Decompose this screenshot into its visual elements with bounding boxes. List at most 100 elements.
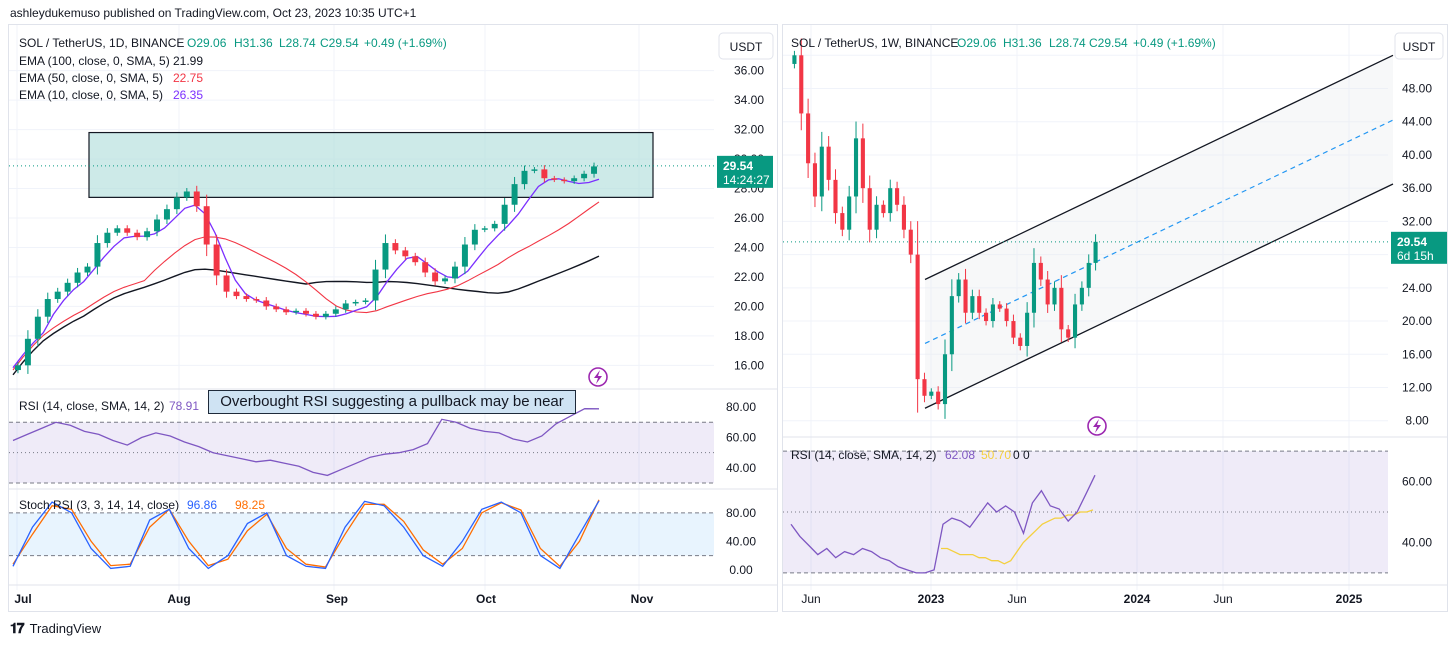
weekly-candle: [826, 146, 831, 180]
legend-change: +0.49 (+1.69%): [364, 36, 447, 50]
daily-chart-panel[interactable]: 36.0034.0032.0030.0028.0026.0024.0022.00…: [8, 24, 778, 612]
weekly-candle: [895, 188, 900, 205]
daily-candle: [154, 219, 160, 232]
resistance-zone: [88, 131, 654, 198]
weekly-candle: [922, 379, 927, 396]
price-axis-label: 22.00: [734, 270, 764, 284]
annotation-box[interactable]: Overbought RSI suggesting a pullback may…: [208, 390, 576, 414]
weekly-candle: [936, 391, 941, 405]
price-axis-label: 44.00: [1402, 115, 1432, 129]
daily-candle: [223, 275, 230, 292]
price-axis-label: 16.00: [734, 358, 764, 372]
daily-candle: [551, 178, 558, 180]
price-tag-countdown: 14:24:27: [723, 173, 770, 187]
currency-label: USDT: [730, 40, 763, 54]
ema10-value: 26.35: [173, 88, 203, 102]
weekly-candle: [942, 354, 948, 405]
daily-candle: [521, 170, 528, 185]
time-axis-label: 2024: [1124, 592, 1151, 606]
daily-candle: [303, 310, 309, 314]
daily-candle: [571, 178, 578, 182]
legend-close: C29.54: [320, 36, 359, 50]
rsi-axis-label: 40.00: [726, 461, 756, 475]
price-axis-label: 20.00: [734, 299, 764, 313]
legend-title: SOL / TetherUS, 1W, BINANCE: [791, 36, 958, 50]
rsi-ma-line: [941, 509, 1094, 565]
weekly-chart-panel[interactable]: 52.0048.0044.0040.0036.0032.0028.0024.00…: [782, 24, 1448, 612]
daily-candle: [114, 228, 121, 233]
weekly-candle: [806, 113, 811, 164]
daily-candle: [481, 228, 488, 230]
rsi-line: [12, 408, 600, 477]
price-axis-label: 24.00: [1402, 281, 1432, 295]
daily-candle: [134, 232, 141, 238]
daily-candle: [183, 191, 190, 198]
published-line: ashleydukemuso published on TradingView.…: [10, 6, 417, 20]
weekly-candle: [956, 279, 961, 297]
daily-candle: [322, 313, 329, 317]
time-axis-label: 2023: [918, 592, 945, 606]
stoch-band: [9, 512, 714, 556]
price-tag-countdown: 6d 15h: [1397, 249, 1434, 263]
weekly-candle: [1004, 308, 1009, 322]
daily-candle: [94, 243, 101, 267]
daily-candle: [442, 278, 449, 282]
price-tag-box: [1391, 231, 1447, 264]
time-axis-label: Jun: [1007, 592, 1026, 606]
legend-open: O29.06: [187, 36, 227, 50]
daily-candle: [561, 179, 568, 182]
daily-candle: [163, 209, 170, 220]
legend-open: O29.06: [957, 36, 997, 50]
daily-candle: [213, 244, 220, 276]
ema10-legend: EMA (10, close, 0, SMA, 5): [19, 88, 163, 102]
daily-candle: [104, 232, 111, 244]
weekly-candle: [792, 55, 797, 64]
ema100-value: 21.99: [173, 54, 203, 68]
currency-button: [718, 32, 774, 60]
currency-button: [1394, 32, 1444, 60]
stoch-legend: Stoch RSI (3, 3, 14, 14, close): [19, 498, 179, 512]
weekly-candle: [984, 312, 989, 322]
tradingview-footer[interactable]: 𝟏𝟕 TradingView: [10, 620, 101, 637]
price-tag-value: 29.54: [723, 159, 753, 173]
daily-candle: [34, 316, 41, 339]
daily-candle: [233, 291, 240, 297]
price-axis-label: 40.00: [1402, 148, 1432, 162]
price-axis-label: 26.00: [734, 211, 764, 225]
ema100-legend: EMA (100, close, 0, SMA, 5): [19, 54, 170, 68]
time-axis-label: Aug: [167, 592, 190, 606]
rsi-extra-values: 0 0: [1013, 448, 1030, 462]
rsi-legend: RSI (14, close, SMA, 14, 2): [791, 448, 936, 462]
ema50-value: 22.75: [173, 71, 203, 85]
weekly-candle: [819, 146, 824, 197]
time-axis-label: Sep: [326, 592, 348, 606]
daily-candle: [84, 266, 91, 273]
weekly-candle: [970, 296, 975, 313]
daily-chart-svg[interactable]: 36.0034.0032.0030.0028.0026.0024.0022.00…: [9, 25, 777, 611]
daily-candle: [54, 291, 61, 300]
ema10-line: [12, 178, 600, 369]
daily-candle: [471, 229, 478, 245]
daily-candle: [332, 309, 339, 314]
daily-candle: [273, 306, 280, 310]
weekly-candle: [874, 204, 879, 230]
daily-candle: [432, 272, 439, 282]
weekly-candle: [1038, 262, 1043, 280]
daily-candle: [591, 166, 598, 174]
weekly-candle: [812, 163, 818, 197]
weekly-candle: [1072, 304, 1078, 338]
price-axis-label: 48.00: [1402, 82, 1432, 96]
legend-close: C29.54: [1089, 36, 1128, 50]
daily-candle: [372, 269, 379, 301]
price-axis-label: 34.00: [734, 93, 764, 107]
ema100-line: [12, 255, 600, 376]
price-axis-label: 16.00: [1402, 347, 1432, 361]
weekly-candle: [929, 391, 934, 396]
daily-candle: [293, 310, 300, 313]
weekly-candle: [1011, 321, 1016, 338]
weekly-chart-svg[interactable]: 52.0048.0044.0040.0036.0032.0028.0024.00…: [783, 25, 1447, 611]
weekly-candle: [1066, 329, 1071, 338]
price-axis-label: 32.00: [1402, 214, 1432, 228]
price-tag-value: 29.54: [1397, 235, 1427, 249]
channel-mid-line: [924, 119, 1394, 345]
